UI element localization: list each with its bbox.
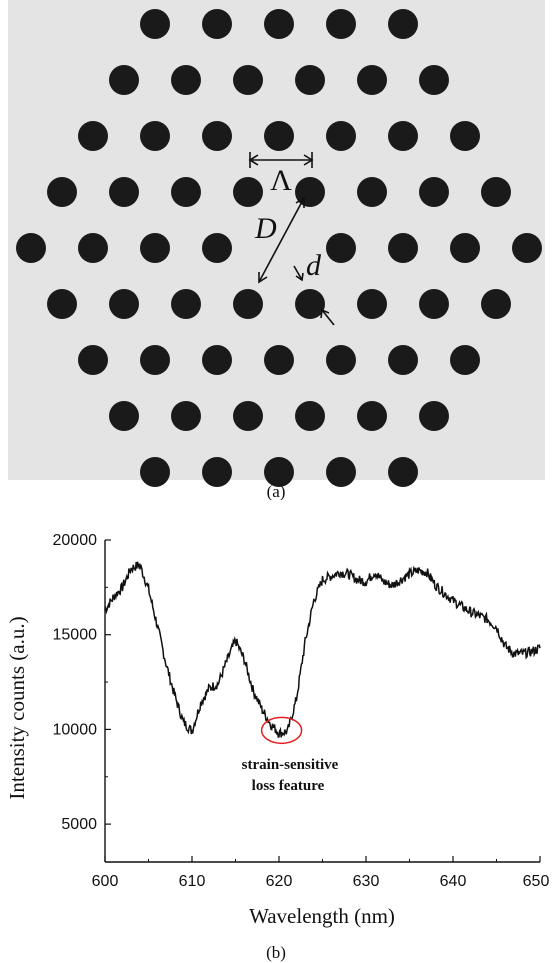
x-tick-label: 620 bbox=[266, 873, 293, 890]
x-axis-ticks: 600 610 620 630 640 650 bbox=[92, 856, 550, 890]
air-hole bbox=[388, 121, 418, 151]
air-hole bbox=[326, 121, 356, 151]
air-hole-lattice bbox=[16, 9, 542, 487]
air-hole bbox=[171, 65, 201, 95]
air-hole bbox=[295, 65, 325, 95]
air-hole bbox=[512, 233, 542, 263]
air-hole bbox=[326, 233, 356, 263]
air-hole bbox=[109, 401, 139, 431]
panel-a-caption: (a) bbox=[267, 482, 286, 500]
air-hole bbox=[171, 289, 201, 319]
air-hole bbox=[233, 65, 263, 95]
air-hole bbox=[481, 177, 511, 207]
air-hole bbox=[202, 9, 232, 39]
air-hole bbox=[357, 177, 387, 207]
air-hole bbox=[16, 233, 46, 263]
air-hole bbox=[388, 233, 418, 263]
air-hole bbox=[419, 289, 449, 319]
plot-frame bbox=[104, 540, 540, 863]
air-hole bbox=[419, 401, 449, 431]
air-hole bbox=[450, 345, 480, 375]
air-hole bbox=[78, 345, 108, 375]
air-hole bbox=[388, 457, 418, 487]
air-hole bbox=[109, 289, 139, 319]
air-hole bbox=[326, 9, 356, 39]
panel-b-caption: (b) bbox=[266, 943, 286, 962]
fiber-cross-section-panel: Λ D d (a) bbox=[8, 0, 545, 500]
y-axis-ticks: 5000 10000 15000 20000 bbox=[53, 532, 111, 833]
air-hole bbox=[47, 289, 77, 319]
air-hole bbox=[140, 345, 170, 375]
spectrum-chart: 5000 10000 15000 20000 600 610 620 630 640 650 s… bbox=[5, 532, 550, 962]
air-hole bbox=[388, 345, 418, 375]
air-hole bbox=[419, 65, 449, 95]
x-tick-label: 600 bbox=[92, 873, 119, 890]
air-hole bbox=[47, 177, 77, 207]
air-hole bbox=[264, 457, 294, 487]
pitch-label: Λ bbox=[270, 164, 292, 197]
core-diameter-label: D bbox=[254, 212, 277, 245]
air-hole bbox=[202, 233, 232, 263]
y-tick-label: 20000 bbox=[53, 532, 98, 549]
x-axis-title: Wavelength (nm) bbox=[249, 904, 395, 928]
air-hole bbox=[357, 65, 387, 95]
air-hole bbox=[295, 401, 325, 431]
hole-diameter-label: d bbox=[306, 249, 322, 282]
air-hole bbox=[326, 345, 356, 375]
y-axis-title: Intensity counts (a.u.) bbox=[5, 616, 29, 799]
air-hole bbox=[109, 65, 139, 95]
air-hole bbox=[233, 177, 263, 207]
annotation-line-1: strain-sensitive bbox=[242, 757, 339, 773]
x-tick-label: 610 bbox=[179, 873, 206, 890]
air-hole bbox=[357, 401, 387, 431]
air-hole bbox=[264, 121, 294, 151]
air-hole bbox=[419, 177, 449, 207]
air-hole bbox=[326, 457, 356, 487]
air-hole bbox=[481, 289, 511, 319]
air-hole bbox=[295, 177, 325, 207]
air-hole bbox=[450, 233, 480, 263]
y-tick-label: 15000 bbox=[53, 627, 98, 644]
air-hole bbox=[202, 345, 232, 375]
air-hole bbox=[78, 121, 108, 151]
air-hole bbox=[357, 289, 387, 319]
air-hole bbox=[140, 9, 170, 39]
x-tick-label: 640 bbox=[440, 873, 467, 890]
air-hole bbox=[264, 345, 294, 375]
air-hole bbox=[295, 289, 325, 319]
annotation-line-2: loss feature bbox=[252, 778, 325, 794]
x-tick-label: 650 bbox=[523, 873, 550, 890]
series-line bbox=[104, 561, 541, 738]
air-hole bbox=[140, 457, 170, 487]
air-hole bbox=[202, 457, 232, 487]
loss-feature-highlight bbox=[260, 716, 303, 745]
air-hole bbox=[78, 233, 108, 263]
air-hole bbox=[140, 233, 170, 263]
air-hole bbox=[109, 177, 139, 207]
pitch-marker bbox=[248, 152, 314, 168]
hole-diameter-marker bbox=[293, 265, 335, 326]
air-hole bbox=[171, 401, 201, 431]
air-hole bbox=[171, 177, 201, 207]
x-tick-label: 630 bbox=[353, 873, 380, 890]
air-hole bbox=[388, 9, 418, 39]
y-tick-label: 10000 bbox=[53, 721, 98, 738]
air-hole bbox=[140, 121, 170, 151]
air-hole bbox=[233, 401, 263, 431]
air-hole bbox=[233, 289, 263, 319]
air-hole bbox=[264, 9, 294, 39]
air-hole bbox=[450, 121, 480, 151]
air-hole bbox=[202, 121, 232, 151]
y-tick-label: 5000 bbox=[61, 816, 97, 833]
core-diameter-marker bbox=[258, 196, 305, 284]
